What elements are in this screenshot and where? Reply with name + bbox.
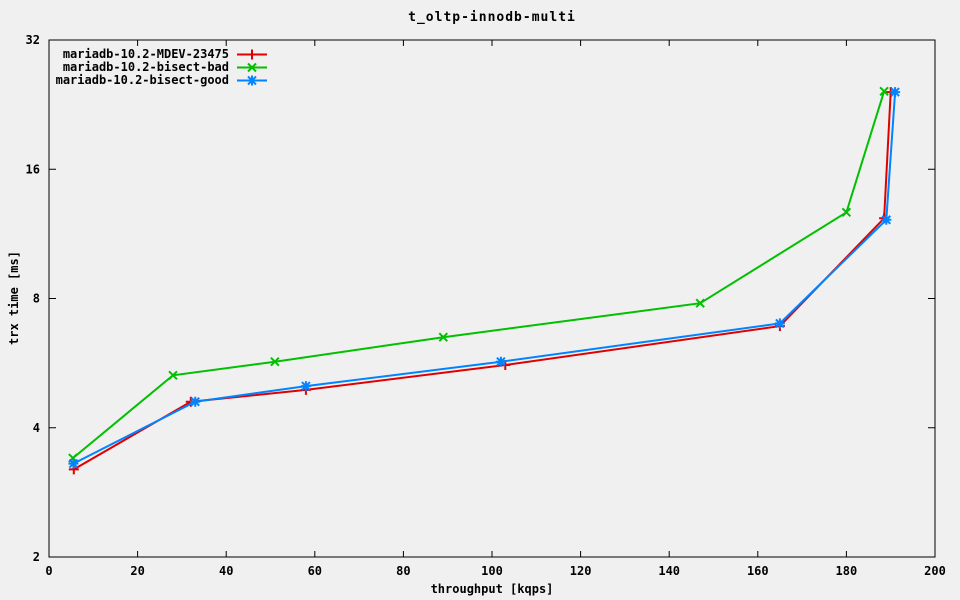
legend-label: mariadb-10.2-bisect-bad (62, 60, 229, 74)
legend-label: mariadb-10.2-bisect-good (55, 73, 229, 87)
y-tick-label: 8 (33, 292, 40, 306)
legend-item-mariadb-10.2-bisect-bad: mariadb-10.2-bisect-bad (0, 61, 268, 74)
legend-label: mariadb-10.2-MDEV-23475 (62, 47, 229, 61)
series-markers-mariadb-10.2-bisect-good (68, 87, 901, 469)
x-axis-label: throughput [kqps] (430, 582, 554, 596)
x-tick-label: 100 (481, 564, 503, 578)
x-tick-label: 180 (836, 564, 858, 578)
series-markers-mariadb-10.2-MDEV-23475 (68, 87, 896, 475)
x-tick-label: 20 (130, 564, 144, 578)
chart-title: t_oltp-innodb-multi (408, 10, 576, 25)
y-axis-label: trx time [ms] (7, 251, 21, 345)
x-tick-label: 40 (219, 564, 233, 578)
legend: mariadb-10.2-MDEV-23475 mariadb-10.2-bise… (0, 48, 268, 87)
series-line-mariadb-10.2-bisect-good (72, 92, 897, 465)
x-tick-label: 80 (396, 564, 410, 578)
x-tick-label: 60 (308, 564, 322, 578)
series-line-mariadb-10.2-MDEV-23475 (73, 92, 892, 471)
x-tick-label: 140 (658, 564, 680, 578)
x-tick-label: 120 (570, 564, 592, 578)
x-tick-label: 160 (747, 564, 769, 578)
plot-border (48, 39, 936, 558)
series-markers-mariadb-10.2-bisect-bad (68, 86, 889, 463)
legend-item-mariadb-10.2-MDEV-23475: mariadb-10.2-MDEV-23475 (0, 48, 268, 61)
y-tick-label: 32 (26, 33, 40, 47)
y-tick-label: 2 (33, 550, 40, 564)
y-tick-label: 16 (26, 162, 40, 176)
legend-sample-plus-icon (237, 49, 267, 60)
x-tick-label: 0 (45, 564, 52, 578)
x-tick-label: 200 (924, 564, 946, 578)
y-tick-label: 4 (33, 421, 40, 435)
legend-sample-asterisk-icon (237, 75, 267, 86)
legend-item-mariadb-10.2-bisect-good: mariadb-10.2-bisect-good (0, 74, 268, 87)
legend-sample-cross-icon (237, 62, 267, 73)
